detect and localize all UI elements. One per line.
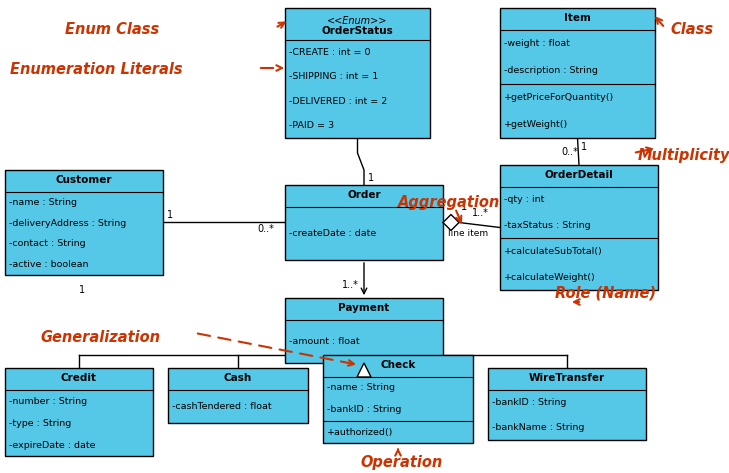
Text: +authorized(): +authorized() bbox=[327, 428, 394, 437]
Polygon shape bbox=[443, 214, 459, 230]
Text: 1..*: 1..* bbox=[472, 208, 489, 218]
Text: Check: Check bbox=[381, 360, 416, 370]
Bar bbox=[500, 8, 655, 138]
Text: -type : String: -type : String bbox=[9, 419, 71, 428]
Text: Enumeration Literals: Enumeration Literals bbox=[10, 62, 183, 77]
Text: -contact : String: -contact : String bbox=[9, 239, 85, 248]
Text: -qty : int: -qty : int bbox=[504, 195, 545, 204]
Text: Aggregation: Aggregation bbox=[398, 195, 500, 210]
Text: -SHIPPING : int = 1: -SHIPPING : int = 1 bbox=[289, 72, 378, 81]
Text: -cashTendered : float: -cashTendered : float bbox=[172, 402, 272, 411]
Text: +calculateWeight(): +calculateWeight() bbox=[504, 272, 596, 281]
Text: -name : String: -name : String bbox=[327, 384, 395, 393]
Polygon shape bbox=[357, 363, 371, 377]
Bar bbox=[500, 165, 658, 290]
Text: -createDate : date: -createDate : date bbox=[289, 229, 376, 238]
Text: WireTransfer: WireTransfer bbox=[529, 373, 605, 383]
Text: -bankID : String: -bankID : String bbox=[327, 405, 402, 414]
Text: Cash: Cash bbox=[224, 373, 252, 383]
Text: OrderStatus: OrderStatus bbox=[321, 26, 394, 36]
Text: <<Enum>>: <<Enum>> bbox=[327, 16, 388, 26]
Text: Payment: Payment bbox=[338, 303, 389, 313]
Text: Operation: Operation bbox=[360, 455, 443, 470]
Text: -weight : float: -weight : float bbox=[504, 39, 570, 48]
Text: OrderDetail: OrderDetail bbox=[545, 170, 613, 180]
Bar bbox=[5, 170, 163, 275]
Text: 1: 1 bbox=[368, 173, 374, 183]
Text: Enum Class: Enum Class bbox=[65, 22, 159, 37]
Text: -amount : float: -amount : float bbox=[289, 337, 359, 346]
Text: Class: Class bbox=[670, 22, 713, 37]
Bar bbox=[168, 368, 308, 423]
Text: -PAID = 3: -PAID = 3 bbox=[289, 121, 334, 130]
Text: Customer: Customer bbox=[55, 175, 112, 185]
Bar bbox=[285, 8, 430, 138]
Text: 0..*: 0..* bbox=[561, 147, 578, 157]
Text: 1: 1 bbox=[167, 210, 173, 219]
Text: -bankID : String: -bankID : String bbox=[492, 398, 566, 407]
Text: 1..*: 1..* bbox=[342, 280, 359, 290]
Text: +getWeight(): +getWeight() bbox=[504, 120, 568, 129]
Text: -name : String: -name : String bbox=[9, 198, 77, 207]
Text: Role (Name): Role (Name) bbox=[555, 285, 656, 300]
Text: 1: 1 bbox=[461, 202, 467, 212]
Text: -number : String: -number : String bbox=[9, 396, 87, 405]
Text: Credit: Credit bbox=[61, 373, 97, 383]
Bar bbox=[285, 185, 443, 260]
Text: line item: line item bbox=[448, 228, 488, 237]
Text: -deliveryAddress : String: -deliveryAddress : String bbox=[9, 219, 126, 228]
Text: 1: 1 bbox=[580, 142, 587, 152]
Text: 1: 1 bbox=[79, 285, 85, 295]
Text: -expireDate : date: -expireDate : date bbox=[9, 440, 95, 449]
Text: -bankName : String: -bankName : String bbox=[492, 423, 585, 432]
Text: +calculateSubTotal(): +calculateSubTotal() bbox=[504, 247, 603, 256]
Text: -description : String: -description : String bbox=[504, 66, 598, 75]
Text: +getPriceForQuantity(): +getPriceForQuantity() bbox=[504, 93, 615, 102]
Text: -taxStatus : String: -taxStatus : String bbox=[504, 221, 590, 230]
Text: -DELIVERED : int = 2: -DELIVERED : int = 2 bbox=[289, 97, 387, 106]
Text: -active : boolean: -active : boolean bbox=[9, 260, 88, 269]
Bar bbox=[488, 368, 646, 440]
Text: 0..*: 0..* bbox=[257, 225, 274, 235]
Bar bbox=[285, 298, 443, 363]
Text: Multiplicity: Multiplicity bbox=[638, 148, 729, 163]
Bar bbox=[323, 355, 473, 443]
Bar bbox=[5, 368, 153, 456]
Text: -CREATE : int = 0: -CREATE : int = 0 bbox=[289, 48, 370, 57]
Text: Order: Order bbox=[347, 190, 381, 200]
Text: Generalization: Generalization bbox=[40, 330, 160, 345]
Text: Item: Item bbox=[564, 13, 591, 23]
